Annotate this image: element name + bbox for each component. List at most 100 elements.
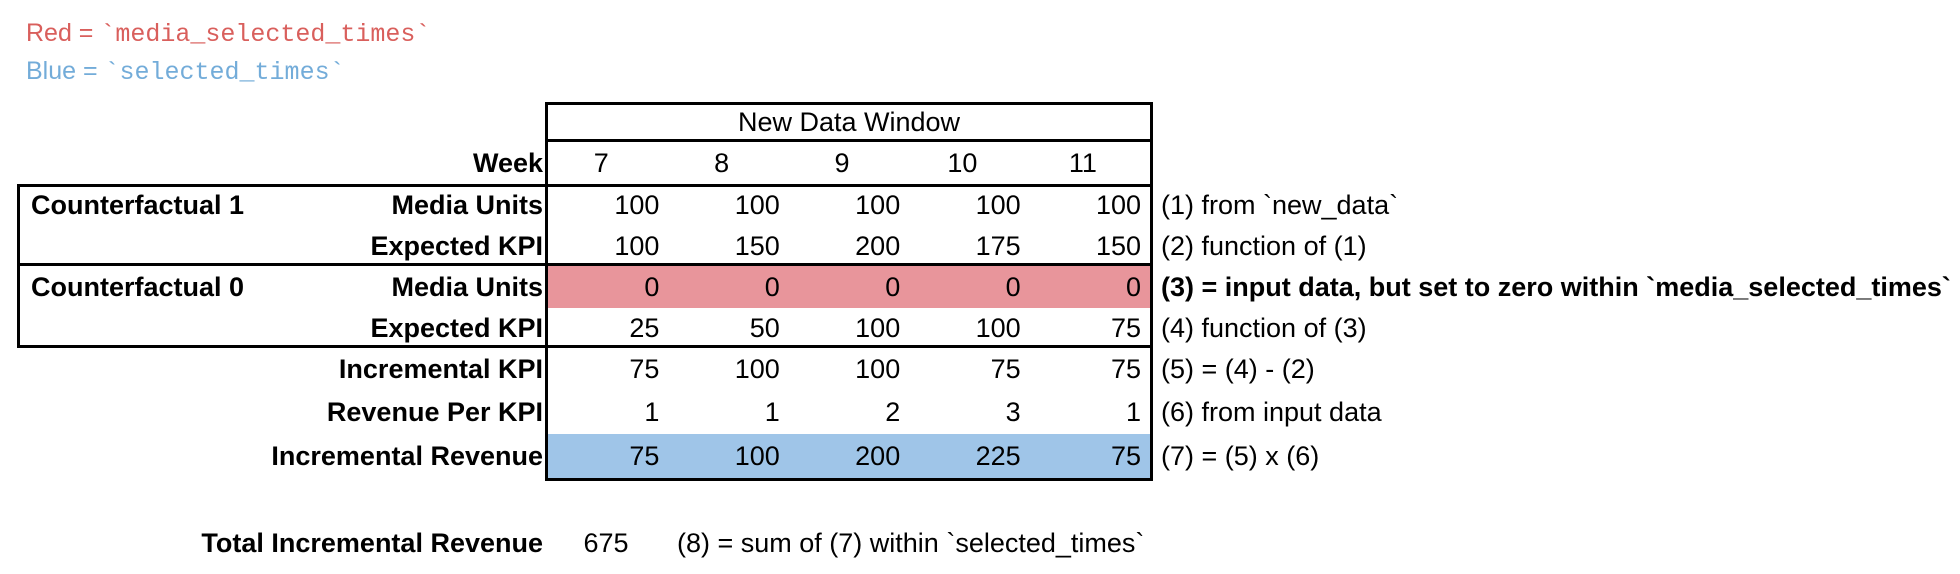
- table-cell: 0: [764, 271, 780, 302]
- table-cell: 100: [975, 312, 1021, 343]
- table-cell: 175: [975, 230, 1021, 261]
- label-row-incremental-revenue: Incremental Revenue: [17, 434, 543, 478]
- table-cell: 3: [1005, 397, 1021, 427]
- label-row-revenue-per-kpi: Revenue Per KPI: [17, 391, 543, 434]
- grid-right-border: [1150, 102, 1153, 481]
- table-cell: 1: [1126, 397, 1142, 427]
- table-cell: 1: [644, 397, 660, 427]
- counterfactual0-bottom-border: [17, 345, 1153, 348]
- selected-times-highlight: [548, 434, 1150, 478]
- annotation-3: (3) = input data, but set to zero within…: [1161, 271, 1951, 302]
- legend-blue-code: `selected_times`: [104, 58, 345, 87]
- grid-bottom-border: [545, 478, 1153, 481]
- table-cell: 75: [629, 440, 660, 471]
- legend-blue-line: Blue = `selected_times`: [26, 52, 430, 90]
- table-cell: 1: [764, 397, 780, 427]
- label-row-cf1-expected-kpi: Expected KPI: [17, 226, 543, 266]
- annotation-8: (8) = sum of (7) within `selected_times`: [677, 528, 1145, 558]
- table-cell: 2: [885, 397, 901, 427]
- row-label: Incremental KPI: [338, 354, 543, 384]
- table-cell: 75: [1110, 312, 1142, 343]
- legend-red-line: Red = `media_selected_times`: [26, 14, 430, 52]
- row-label: Incremental Revenue: [271, 440, 543, 471]
- data-row-cf0-media-units: 0 0 0 0 0: [548, 266, 1150, 308]
- table-cell: 100: [734, 440, 780, 471]
- table-cell: 75: [1110, 354, 1142, 384]
- table-cell: 100: [855, 312, 901, 343]
- grid-left-border: [545, 102, 548, 481]
- label-row-cf0-media-units: Counterfactual 0 Media Units: [17, 266, 543, 308]
- week-number: 11: [1068, 147, 1097, 178]
- table-cell: 50: [749, 312, 780, 343]
- table-cell: 75: [1110, 440, 1142, 471]
- data-row-cf1-media-units: 100 100 100 100 100: [548, 184, 1150, 226]
- annotation-4: (4) function of (3): [1161, 312, 1367, 343]
- data-row-cf1-expected-kpi: 100 150 200 175 150: [548, 226, 1150, 266]
- table-cell: 100: [614, 189, 660, 220]
- week-number: 10: [947, 147, 978, 178]
- data-grid: 7 8 9 10 11 100 100 100 100 100 100 150 …: [548, 142, 1150, 478]
- table-cell: 225: [975, 440, 1021, 471]
- annotation-6: (6) from input data: [1161, 397, 1382, 427]
- annotation-1: (1) from `new_data`: [1161, 189, 1399, 220]
- grid-top-border: [545, 102, 1153, 105]
- table-cell: 100: [734, 189, 780, 220]
- week-label: Week: [472, 147, 543, 178]
- table-cell: 200: [855, 440, 901, 471]
- table-cell: 0: [644, 271, 660, 302]
- counterfactual-0-label: Counterfactual 0: [31, 271, 245, 302]
- table-cell: 200: [855, 230, 901, 261]
- table-cell: 100: [855, 189, 901, 220]
- data-row-incremental-revenue: 75 100 200 225 75: [548, 434, 1150, 478]
- table-cell: 75: [990, 354, 1021, 384]
- annotation-5: (5) = (4) - (2): [1161, 354, 1315, 384]
- annotations: (1) from `new_data` (2) function of (1) …: [1161, 184, 1951, 478]
- week-number: 8: [714, 147, 730, 178]
- data-row-cf0-expected-kpi: 25 50 100 100 75: [548, 308, 1150, 348]
- week-separator: [17, 184, 1153, 187]
- total-incremental-revenue-label: Total Incremental Revenue: [201, 528, 543, 558]
- legend: Red = `media_selected_times` Blue = `sel…: [26, 14, 430, 90]
- row-label: Revenue Per KPI: [326, 397, 543, 427]
- media-selected-times-highlight: [548, 266, 1150, 308]
- label-row-cf0-expected-kpi: Expected KPI: [17, 308, 543, 348]
- legend-red-code: `media_selected_times`: [100, 20, 431, 49]
- data-row-revenue-per-kpi: 1 1 2 3 1: [548, 391, 1150, 434]
- label-row-cf1-media-units: Counterfactual 1 Media Units: [17, 184, 543, 226]
- table-cell: 100: [855, 354, 901, 384]
- table-cell: 100: [975, 189, 1021, 220]
- header-separator: [545, 139, 1153, 142]
- table-cell: 100: [1095, 189, 1142, 220]
- week-number: 9: [834, 147, 850, 178]
- row-label: Expected KPI: [370, 230, 543, 261]
- row-label: Media Units: [391, 271, 543, 302]
- week-number-row: 7 8 9 10 11: [548, 142, 1150, 184]
- legend-blue-label: Blue =: [26, 57, 105, 85]
- label-row-incremental-kpi: Incremental KPI: [17, 348, 543, 391]
- total-incremental-revenue-value: 675: [583, 528, 629, 558]
- table-cell: 25: [629, 312, 660, 343]
- counterfactual-divider: [17, 263, 1153, 266]
- table-cell: 0: [1005, 271, 1021, 302]
- table-cell: 150: [734, 230, 780, 261]
- new-data-window-header: New Data Window: [548, 102, 1150, 142]
- table-cell: 150: [1095, 230, 1142, 261]
- table-cell: 0: [885, 271, 901, 302]
- annotation-7: (7) = (5) x (6): [1161, 440, 1320, 471]
- label-row-week: Week: [17, 142, 543, 184]
- table-cell: 100: [614, 230, 660, 261]
- row-label: Expected KPI: [370, 312, 543, 343]
- row-label: Media Units: [391, 189, 543, 220]
- counterfactual-1-label: Counterfactual 1: [31, 189, 245, 220]
- table-cell: 0: [1126, 271, 1142, 302]
- annotation-2: (2) function of (1): [1161, 230, 1367, 261]
- row-labels: Week Counterfactual 1 Media Units Expecte…: [17, 142, 543, 478]
- label-box-left-border: [17, 184, 20, 348]
- data-row-incremental-kpi: 75 100 100 75 75: [548, 348, 1150, 391]
- new-data-window-title: New Data Window: [737, 106, 961, 137]
- legend-red-label: Red =: [26, 19, 101, 47]
- table-cell: 75: [629, 354, 660, 384]
- table-cell: 100: [734, 354, 780, 384]
- week-number: 7: [593, 147, 609, 178]
